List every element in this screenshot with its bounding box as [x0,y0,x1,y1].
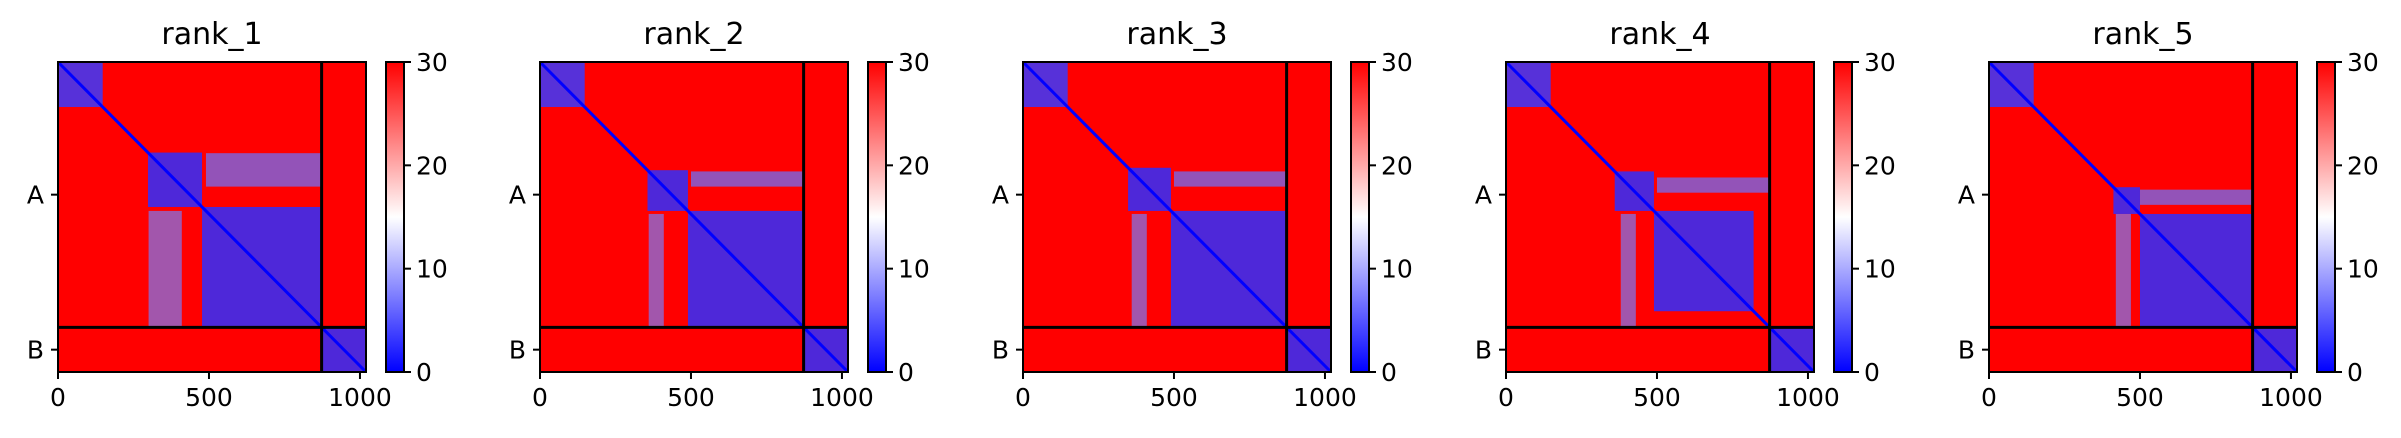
x-tick-label: 0 [1015,383,1031,412]
x-tick-label: 500 [2116,383,2164,412]
colorbar-tick-label: 30 [898,48,930,77]
x-tick-label: 1000 [1776,383,1840,412]
y-tick-label: A [27,181,44,210]
panel-title: rank_5 [2092,17,2193,52]
colorbar-tick-label: 30 [1381,48,1413,77]
heatmap-offdiag-band [1656,177,1769,193]
heatmap-offdiag-band [148,210,182,328]
y-tick-label: B [1475,336,1492,365]
colorbar-tick-label: 0 [2347,358,2363,387]
colorbar-tick-label: 0 [416,358,432,387]
panel-title: rank_1 [161,17,262,52]
x-tick-label: 500 [667,383,715,412]
colorbar-tick-label: 0 [1864,358,1880,387]
heatmap-frame [1022,61,1332,373]
colorbar-tick-label: 30 [2347,48,2379,77]
heatmap-frame [57,61,367,373]
colorbar [2317,62,2335,372]
y-tick-label: B [509,336,526,365]
heatmap-diagonal [56,60,368,374]
x-tick-label: 1000 [1293,383,1357,412]
colorbar-tick-label: 20 [898,151,930,180]
colorbar-frame [385,61,405,373]
y-tick-label: B [27,336,44,365]
colorbar [1834,62,1852,372]
x-tick-label: 500 [1150,383,1198,412]
heatmap-diagonal [538,60,850,374]
heatmap-offdiag-band [2139,189,2252,205]
colorbar-tick-label: 20 [2347,151,2379,180]
colorbar [1351,62,1369,372]
x-tick-label: 1000 [328,383,392,412]
x-tick-label: 1000 [810,383,874,412]
y-tick-label: A [992,181,1009,210]
colorbar-tick-label: 20 [1864,151,1896,180]
heatmap-offdiag-band [205,153,322,187]
colorbar-tick-label: 30 [1864,48,1896,77]
heatmap-diagonal [1987,60,2299,374]
y-tick-label: B [992,336,1009,365]
colorbar-frame [867,61,887,373]
colorbar-tick-label: 10 [2347,255,2379,284]
heatmap-offdiag-band [1620,213,1636,327]
colorbar-tick-label: 0 [898,358,914,387]
heatmap-frame [539,61,849,373]
heatmap-frame [1505,61,1815,373]
colorbar-tick-label: 10 [1381,255,1413,284]
colorbar-frame [1350,61,1370,373]
colorbar-tick-label: 10 [898,255,930,284]
y-tick-label: A [509,181,526,210]
y-tick-label: A [1475,181,1492,210]
heatmap-offdiag-band [1173,171,1287,187]
panel-title: rank_4 [1609,17,1710,52]
colorbar [386,62,404,372]
panel-title: rank_2 [643,17,744,52]
colorbar [868,62,886,372]
x-tick-label: 500 [1633,383,1681,412]
heatmap-frame [1988,61,2298,373]
colorbar-tick-label: 20 [1381,151,1413,180]
heatmap-offdiag-band [690,171,804,187]
heatmap-diagonal [1021,60,1333,374]
colorbar-tick-label: 20 [416,151,448,180]
x-tick-label: 0 [532,383,548,412]
panel-title: rank_3 [1126,17,1227,52]
colorbar-frame [1833,61,1853,373]
colorbar-tick-label: 10 [416,255,448,284]
heatmap-offdiag-band [1131,213,1147,328]
heatmap-offdiag-band [2115,213,2131,327]
y-tick-label: B [1958,336,1975,365]
x-tick-label: 0 [50,383,66,412]
colorbar-frame [2316,61,2336,373]
colorbar-tick-label: 10 [1864,255,1896,284]
x-tick-label: 1000 [2259,383,2323,412]
x-tick-label: 0 [1498,383,1514,412]
colorbar-tick-label: 0 [1381,358,1397,387]
x-tick-label: 0 [1981,383,1997,412]
x-tick-label: 500 [185,383,233,412]
colorbar-tick-label: 30 [416,48,448,77]
heatmap-offdiag-band [648,213,664,328]
heatmap-diagonal [1504,60,1816,374]
y-tick-label: A [1958,181,1975,210]
